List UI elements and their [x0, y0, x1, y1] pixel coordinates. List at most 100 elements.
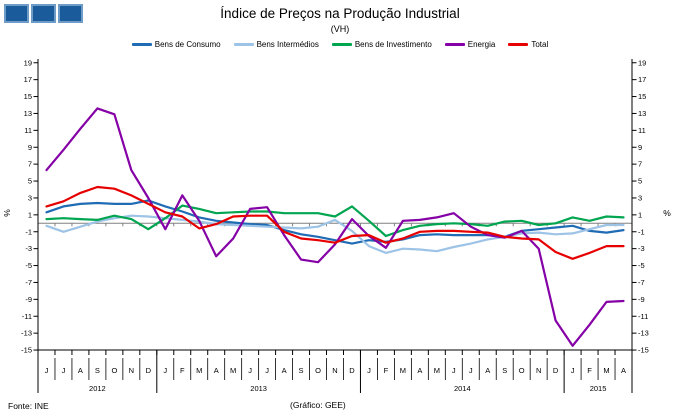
month-label: N [536, 366, 541, 375]
series-line-total [45, 185, 625, 260]
month-label: J [571, 366, 575, 375]
month-label: F [384, 366, 389, 375]
y-tick-label-left: -11 [22, 312, 32, 321]
y-tick-label-right: -15 [638, 346, 649, 355]
month-label: F [587, 366, 592, 375]
y-tick-label-left: 15 [24, 92, 32, 101]
month-label: D [349, 366, 355, 375]
page-title: Índice de Preços na Produção Industrial [220, 6, 460, 21]
month-label: O [111, 366, 117, 375]
y-tick-label-left: 3 [28, 193, 32, 202]
y-tick-label-right: 11 [638, 126, 646, 135]
logo-square [31, 4, 56, 23]
series-line-energia [45, 107, 625, 347]
y-tick-label-right: 13 [638, 109, 646, 118]
year-label: 2012 [89, 384, 106, 393]
month-label: J [163, 366, 167, 375]
y-tick-label-right: -9 [638, 295, 645, 304]
legend-swatch-bens-de-consumo [131, 43, 152, 46]
y-tick-label-left: 13 [24, 109, 32, 118]
legend-item-total: Total [508, 40, 548, 49]
credit-label: (Gráfico: GEE) [290, 400, 346, 410]
y-tick-label-left: -15 [21, 346, 32, 355]
chart-subtitle: (VH) [330, 24, 350, 34]
y-tick-label-right: 9 [638, 143, 642, 152]
month-label: A [485, 366, 490, 375]
month-label: S [502, 366, 507, 375]
legend-label-total: Total [531, 40, 549, 49]
month-label: M [603, 366, 609, 375]
y-tick-label-right: -3 [638, 244, 645, 253]
y-tick-label-left: 1 [28, 210, 32, 219]
y-tick-label-left: 7 [28, 160, 32, 169]
y-tick-label-right: -7 [638, 278, 645, 287]
logo-square [4, 4, 29, 23]
legend-swatch-energia [444, 43, 465, 46]
y-tick-label-right: -5 [638, 261, 645, 270]
month-label: A [621, 366, 626, 375]
month-label: M [196, 366, 202, 375]
y-tick-label-left: 19 [24, 58, 32, 67]
logo-square [58, 4, 83, 23]
month-label: J [367, 366, 371, 375]
legend-label-bens-interm-dios: Bens Intermédios [256, 40, 319, 49]
month-label: J [469, 366, 473, 375]
month-label: J [248, 366, 252, 375]
month-label: S [95, 366, 100, 375]
y-tick-label-right: 7 [638, 160, 642, 169]
month-label: O [315, 366, 321, 375]
y-tick-label-right: 1 [638, 210, 642, 219]
y-axis-title-right: % [663, 208, 671, 218]
legend-item-bens-de-consumo: Bens de Consumo [131, 40, 221, 49]
legend-swatch-bens-interm-dios [233, 43, 254, 46]
month-label: M [434, 366, 440, 375]
source-label: Fonte: INE [8, 401, 49, 411]
series-line-bens-de-consumo [45, 199, 625, 245]
y-tick-label-right: 3 [638, 193, 642, 202]
y-tick-label-left: -9 [25, 295, 32, 304]
y-tick-label-right: 19 [638, 58, 646, 67]
month-label: A [78, 366, 83, 375]
y-tick-label-left: 11 [24, 126, 32, 135]
month-label: M [230, 366, 236, 375]
legend-label-energia: Energia [467, 40, 496, 49]
y-axis-title-left: % [2, 209, 12, 217]
month-label: O [519, 366, 525, 375]
legend-item-energia: Energia [444, 40, 496, 49]
y-tick-label-right: 17 [638, 75, 646, 84]
month-label: A [214, 366, 219, 375]
legend-item-bens-interm-dios: Bens Intermédios [233, 40, 319, 49]
month-label: M [400, 366, 406, 375]
month-label: J [265, 366, 269, 375]
month-label: A [282, 366, 287, 375]
month-label: J [62, 366, 66, 375]
month-label: F [180, 366, 185, 375]
chart-legend: Bens de Consumo Bens Intermédios Bens de I… [0, 40, 680, 49]
year-label: 2014 [454, 384, 471, 393]
y-tick-label-left: 17 [24, 75, 32, 84]
y-tick-label-right: -13 [638, 329, 649, 338]
legend-swatch-bens-de-investimento [331, 43, 352, 46]
y-tick-label-right: 15 [638, 92, 646, 101]
month-label: J [452, 366, 456, 375]
legend-label-bens-de-consumo: Bens de Consumo [154, 40, 221, 49]
legend-label-bens-de-investimento: Bens de Investimento [354, 40, 432, 49]
series-line-bens-interm-dios [45, 214, 625, 254]
y-tick-label-right: 5 [638, 177, 642, 186]
y-tick-label-left: -5 [25, 261, 32, 270]
legend-item-bens-de-investimento: Bens de Investimento [331, 40, 432, 49]
month-label: S [299, 366, 304, 375]
y-tick-label-left: -3 [25, 244, 32, 253]
series-line-bens-de-investimento [45, 204, 625, 238]
month-label: J [45, 366, 49, 375]
y-tick-label-left: 5 [28, 177, 32, 186]
legend-swatch-total [508, 43, 529, 46]
year-label: 2015 [590, 384, 607, 393]
month-label: N [332, 366, 337, 375]
logo [4, 4, 83, 23]
year-label: 2013 [250, 384, 267, 393]
y-tick-label-right: -11 [638, 312, 648, 321]
month-label: A [417, 366, 422, 375]
month-label: D [553, 366, 559, 375]
